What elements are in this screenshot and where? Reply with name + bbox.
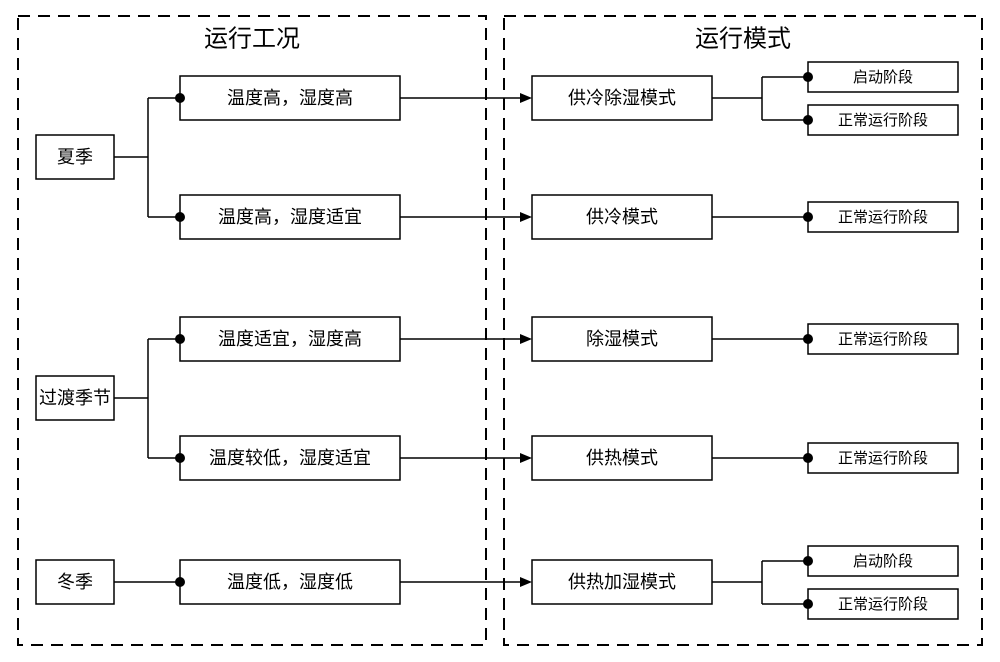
season-winter-label: 冬季	[57, 572, 93, 592]
panel-right-title: 运行模式	[695, 25, 791, 52]
dot-p5a-in	[803, 556, 813, 566]
mode-m4-label: 供热模式	[586, 448, 658, 468]
dot-p1b-in	[803, 115, 813, 125]
condition-c5-label: 温度低，湿度低	[227, 572, 353, 592]
dot-c5-in	[175, 577, 185, 587]
panel-left-title: 运行工况	[204, 25, 300, 52]
condition-c4-label: 温度较低，湿度适宜	[209, 448, 371, 468]
dot-p4-in	[803, 453, 813, 463]
mode-m1-label: 供冷除湿模式	[568, 88, 676, 108]
condition-c2-label: 温度高，湿度适宜	[218, 207, 362, 227]
phase-p4-label: 正常运行阶段	[838, 450, 928, 467]
phase-p5b-label: 正常运行阶段	[838, 596, 928, 613]
season-transition-label: 过渡季节	[39, 388, 111, 408]
mode-m5-label: 供热加湿模式	[568, 572, 676, 592]
phase-p2-label: 正常运行阶段	[838, 209, 928, 226]
dot-p2-in	[803, 212, 813, 222]
phase-p3-label: 正常运行阶段	[838, 331, 928, 348]
dot-p5b-in	[803, 599, 813, 609]
mode-m3-label: 除湿模式	[586, 329, 658, 349]
mode-m2-label: 供冷模式	[586, 207, 658, 227]
phase-p5a-label: 启动阶段	[853, 553, 913, 570]
dot-p1a-in	[803, 72, 813, 82]
dot-c2-in	[175, 212, 185, 222]
condition-c1-label: 温度高，湿度高	[227, 88, 353, 108]
condition-c3-label: 温度适宜，湿度高	[218, 329, 362, 349]
dot-c3-in	[175, 334, 185, 344]
dot-c1-in	[175, 93, 185, 103]
phase-p1a-label: 启动阶段	[853, 69, 913, 86]
dot-c4-in	[175, 453, 185, 463]
dot-p3-in	[803, 334, 813, 344]
season-summer-label: 夏季	[57, 147, 93, 167]
phase-p1b-label: 正常运行阶段	[838, 112, 928, 129]
